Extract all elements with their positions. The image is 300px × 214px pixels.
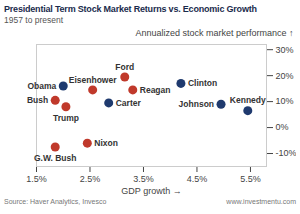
svg-text:Clinton: Clinton [188, 78, 217, 88]
svg-text:-10%: -10% [276, 148, 297, 158]
svg-text:5.5%: 5.5% [240, 174, 261, 184]
svg-text:30%: 30% [276, 45, 294, 55]
svg-text:10%: 10% [276, 96, 294, 106]
svg-text:0%: 0% [276, 122, 289, 132]
svg-text:Ford: Ford [115, 62, 134, 72]
svg-text:Bush: Bush [27, 95, 48, 105]
svg-text:20%: 20% [276, 71, 294, 81]
svg-text:Johnson: Johnson [179, 99, 214, 109]
svg-text:G.W. Bush: G.W. Bush [34, 153, 77, 163]
svg-text:4.5%: 4.5% [187, 174, 208, 184]
html-text:Presidential Term Stock Market: Presidential Term Stock Market Returns v… [4, 4, 257, 14]
svg-text:Nixon: Nixon [94, 138, 118, 148]
svg-text:Eisenhower: Eisenhower [69, 75, 117, 85]
html-text:Source: Haver Analytics, Inves: Source: Haver Analytics, Invesco [4, 198, 107, 205]
html-text:www.investmentu.com: www.investmentu.com [226, 198, 296, 205]
svg-text:1.5%: 1.5% [26, 174, 47, 184]
svg-text:Kennedy: Kennedy [230, 95, 266, 105]
svg-text:Reagan: Reagan [140, 85, 171, 95]
html-text:1957 to present: 1957 to present [4, 15, 64, 25]
svg-text:Trump: Trump [53, 113, 79, 123]
svg-text:Obama: Obama [27, 81, 56, 91]
svg-text:Carter: Carter [116, 98, 142, 108]
svg-text:GDP growth →: GDP growth → [121, 186, 181, 196]
svg-text:3.5%: 3.5% [133, 174, 154, 184]
svg-text:Annualized stock market perfor: Annualized stock market performance ↑ [135, 28, 293, 38]
svg-text:2.5%: 2.5% [80, 174, 101, 184]
